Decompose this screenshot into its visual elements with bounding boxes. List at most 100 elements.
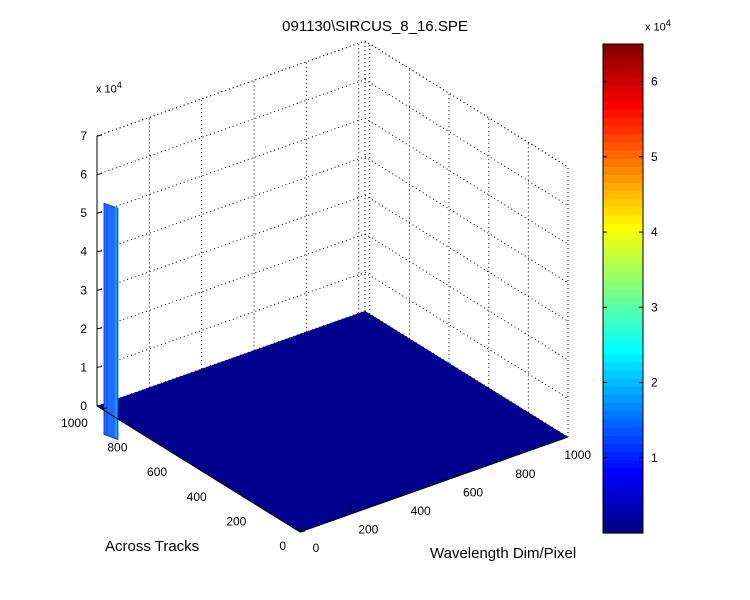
grid-z-back-5 — [96, 117, 366, 214]
grid-z-right-7 — [364, 40, 569, 168]
colorbar-segment-39 — [603, 207, 643, 216]
z-tick-label-5: 5 — [80, 206, 87, 220]
x-tick-mark-0 — [297, 526, 301, 533]
y-tick-mark-1 — [260, 505, 266, 508]
colorbar-tick-label-4: 5 — [651, 150, 658, 164]
z-axis-exponent-power: 4 — [116, 80, 122, 90]
colorbar-segment-49 — [603, 125, 643, 135]
colorbar-segment-59 — [603, 44, 643, 53]
colorbar-segment-34 — [603, 247, 643, 257]
colorbar-segment-50 — [603, 117, 643, 127]
grid-z-back-1 — [96, 271, 366, 368]
colorbar-segment-3 — [603, 500, 643, 510]
colorbar-segment-24 — [603, 329, 643, 338]
z-tick-mark-5 — [96, 211, 103, 214]
colorbar-segment-15 — [603, 402, 643, 412]
z-tick-mark-4 — [96, 250, 103, 253]
colorbar-segment-30 — [603, 280, 643, 290]
colorbar-segment-43 — [603, 174, 643, 184]
y-tick-mark-5 — [101, 407, 107, 410]
grid-z-right-3 — [364, 194, 569, 322]
colorbar-segment-9 — [603, 451, 643, 461]
colorbar-segment-23 — [603, 337, 643, 347]
x-tick-label-0: 0 — [313, 541, 320, 555]
colorbar-segment-51 — [603, 109, 643, 118]
colorbar-segment-27 — [603, 304, 643, 314]
colorbar-segment-10 — [603, 443, 643, 453]
colorbar-segment-38 — [603, 215, 643, 224]
y-tick-label-4: 800 — [107, 441, 127, 455]
y-tick-label-5: 1000 — [61, 416, 88, 430]
colorbar-tick-label-2: 3 — [651, 300, 658, 314]
colorbar-segment-7 — [603, 467, 643, 477]
colorbar-tick-label-5: 6 — [651, 75, 658, 89]
z-tick-mark-6 — [96, 173, 103, 176]
grid-z-back-2 — [96, 233, 366, 330]
colorbar-segment-35 — [603, 239, 643, 249]
x-tick-label-1: 200 — [358, 522, 378, 536]
y-tick-label-1: 200 — [226, 514, 246, 528]
z-tick-label-2: 2 — [80, 322, 87, 336]
colorbar-segment-13 — [603, 418, 643, 428]
colorbar-exponent: x 104 — [645, 18, 671, 34]
chart-title: 091130\SIRCUS_8_16.SPE — [282, 18, 468, 35]
colorbar-segment-21 — [603, 353, 643, 363]
colorbar-segment-56 — [603, 68, 643, 78]
grid-z-right-6 — [364, 79, 569, 206]
colorbar-segment-42 — [603, 182, 643, 192]
z-tick-label-6: 6 — [80, 168, 87, 182]
z-axis-exponent-base: x 10 — [96, 83, 117, 96]
colorbar-segment-17 — [603, 386, 643, 396]
colorbar-segment-14 — [603, 410, 643, 420]
colorbar-segment-31 — [603, 272, 643, 281]
x-tick-mark-5 — [559, 434, 563, 440]
x-axis-label: Wavelength Dim/Pixel — [430, 545, 577, 562]
x-tick-mark-4 — [506, 452, 510, 458]
x-tick-label-4: 800 — [515, 467, 535, 481]
colorbar-segment-53 — [603, 92, 643, 102]
colorbar-segment-46 — [603, 149, 643, 159]
grid-z-back-7 — [96, 40, 366, 137]
x-tick-mark-3 — [454, 471, 458, 477]
colorbar-segment-41 — [603, 190, 643, 200]
colorbar-segment-58 — [603, 52, 643, 61]
colorbar-segment-8 — [603, 459, 643, 469]
z-tick-label-4: 4 — [80, 245, 87, 259]
colorbar-segment-26 — [603, 312, 643, 322]
colorbar-segment-32 — [603, 264, 643, 273]
y-tick-mark-2 — [220, 481, 226, 484]
colorbar-segment-28 — [603, 296, 643, 306]
z-tick-label-7: 7 — [80, 129, 87, 143]
colorbar-segment-19 — [603, 370, 643, 379]
colorbar-segment-37 — [603, 223, 643, 233]
colorbar-segment-52 — [603, 101, 643, 110]
x-tick-mark-1 — [349, 508, 353, 514]
y-axis-line — [96, 405, 301, 533]
y-axis-label: Across Tracks — [105, 538, 200, 555]
colorbar-segment-33 — [603, 255, 643, 265]
colorbar-segment-1 — [603, 516, 643, 526]
x-tick-label-2: 400 — [411, 504, 431, 518]
colorbar-segment-18 — [603, 378, 643, 387]
grid-z-right-5 — [364, 117, 569, 245]
colorbar-frame — [602, 43, 644, 534]
x-tick-label-5: 1000 — [564, 448, 591, 462]
grid-z-back-3 — [96, 194, 366, 291]
colorbar-exponent-power: 4 — [665, 18, 671, 28]
colorbar-segment-25 — [603, 321, 643, 330]
colorbar-segment-2 — [603, 508, 643, 518]
colorbar-tick-label-1: 2 — [651, 376, 658, 390]
colorbar-segment-4 — [603, 492, 643, 501]
colorbar-segment-45 — [603, 158, 643, 167]
colorbar-tick-label-0: 1 — [651, 451, 658, 465]
colorbar-segment-47 — [603, 141, 643, 151]
colorbar-segment-54 — [603, 84, 643, 94]
colorbar-segment-44 — [603, 166, 643, 175]
z-tick-mark-0 — [96, 404, 103, 407]
x-tick-label-3: 600 — [463, 485, 483, 499]
colorbar-segment-16 — [603, 394, 643, 404]
colorbar-segment-11 — [603, 435, 643, 444]
colorbar-segment-57 — [603, 60, 643, 70]
y-tick-mark-4 — [141, 432, 147, 435]
